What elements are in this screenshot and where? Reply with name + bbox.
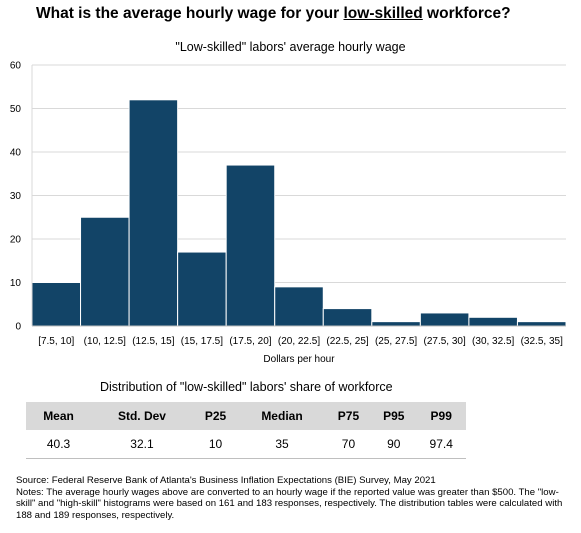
y-tick-label: 50 [10, 104, 22, 115]
histogram-bar [274, 286, 324, 327]
y-tick-label: 60 [10, 61, 22, 72]
y-tick-label: 40 [10, 148, 22, 159]
distribution-header-cell: P95 [371, 402, 417, 430]
page-headline: What is the average hourly wage for your… [36, 5, 511, 23]
x-axis-title: Dollars per hour [263, 354, 335, 365]
distribution-table: Mean Std. Dev P25 Median P75 P95 P99 40.3 32.1 1… [26, 402, 466, 459]
histogram-bar [468, 316, 518, 327]
distribution-header-row: Mean Std. Dev P25 Median P75 P95 P99 [26, 402, 466, 430]
x-tick-label: (10, 12.5] [84, 336, 126, 347]
histogram-chart: 0 10 20 30 40 50 60 [7.5, 10] (10, 12.5] (12.5, 1… [10, 61, 567, 365]
distribution-value-cell: 35 [238, 430, 326, 459]
x-tick-label: (15, 17.5] [181, 336, 223, 347]
histogram-bar [419, 312, 470, 327]
chart-title: "Low-skilled" labors' average hourly wag… [175, 40, 406, 54]
x-tick-label: (17.5, 20] [229, 336, 271, 347]
x-tick-label: (27.5, 30] [424, 336, 466, 347]
notes-text: Notes: The average hourly wages above ar… [16, 486, 563, 521]
distribution-value-row: 40.3 32.1 10 35 70 90 97.4 [26, 430, 466, 459]
x-tick-label: (30, 32.5] [472, 336, 514, 347]
headline-suffix: workforce? [422, 5, 511, 22]
histogram-bar [322, 308, 373, 327]
histogram-bar [371, 321, 421, 327]
distribution-header-cell: Median [238, 402, 326, 430]
x-tick-label: (32.5, 35] [521, 336, 563, 347]
distribution-header-cell: P99 [416, 402, 466, 430]
distribution-value-cell: 90 [371, 430, 417, 459]
x-tick-label: [7.5, 10] [38, 336, 74, 347]
histogram-bar [516, 321, 567, 327]
distribution-value-cell: 10 [192, 430, 239, 459]
distribution-value-cell: 97.4 [416, 430, 466, 459]
y-tick-label: 10 [10, 278, 22, 289]
y-tick-label: 0 [15, 322, 21, 333]
histogram-bar [80, 216, 130, 327]
histogram-bar [31, 282, 82, 327]
distribution-value-cell: 40.3 [26, 430, 92, 459]
distribution-header-cell: P75 [325, 402, 372, 430]
histogram-bar [225, 164, 276, 327]
x-tick-label: (12.5, 15] [132, 336, 174, 347]
headline-prefix: What is the average hourly wage for your [36, 5, 344, 22]
distribution-value-cell: 70 [325, 430, 372, 459]
distribution-value-cell: 32.1 [91, 430, 193, 459]
distribution-title: Distribution of "low-skilled" labors' sh… [100, 380, 393, 394]
y-tick-label: 20 [10, 235, 22, 246]
histogram-bar [177, 251, 227, 327]
x-tick-label: (25, 27.5] [375, 336, 417, 347]
footer: Source: Federal Reserve Bank of Atlanta'… [16, 475, 576, 521]
headline-emphasis: low-skilled [343, 5, 423, 22]
distribution-header-cell: Std. Dev [91, 402, 193, 430]
y-tick-label: 30 [10, 191, 22, 202]
histogram-bar [128, 99, 179, 327]
source-note: Source: Federal Reserve Bank of Atlanta'… [16, 475, 436, 486]
x-tick-label: (22.5, 25] [326, 336, 368, 347]
distribution-header-cell: Mean [26, 402, 92, 430]
x-tick-label: (20, 22.5] [278, 336, 320, 347]
distribution-header-cell: P25 [192, 402, 239, 430]
